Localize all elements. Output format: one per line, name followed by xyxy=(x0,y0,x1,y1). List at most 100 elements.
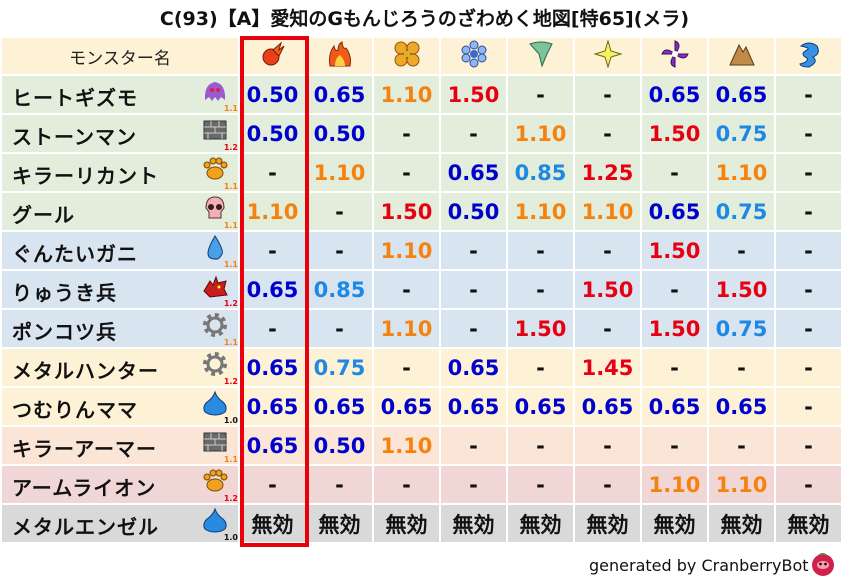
resistance-cell: - xyxy=(307,193,372,230)
resistance-value: - xyxy=(603,316,612,341)
resistance-value: - xyxy=(804,433,813,458)
type-multiplier: 1.0 xyxy=(223,416,238,425)
resistance-value: - xyxy=(469,433,478,458)
monster-name-cell: キラーアーマー 1.1 xyxy=(2,427,238,464)
resistance-value: 0.65 xyxy=(514,394,567,419)
resistance-cell: 0.65 xyxy=(709,388,774,425)
resistance-cell: 0.50 xyxy=(307,115,372,152)
resistance-value: 1.10 xyxy=(715,160,768,185)
resistance-cell: - xyxy=(575,76,640,113)
monster-name: ポンコツ兵 xyxy=(12,320,117,344)
resistance-cell: - xyxy=(709,349,774,386)
element-column-header xyxy=(709,38,774,74)
resistance-value: 1.10 xyxy=(380,433,433,458)
type-multiplier: 1.1 xyxy=(223,455,238,464)
resistance-value: 0.50 xyxy=(447,199,500,224)
resistance-cell: 無効 xyxy=(307,505,372,542)
element-column-header xyxy=(374,38,439,74)
resistance-cell: - xyxy=(307,232,372,269)
resistance-value: - xyxy=(536,355,545,380)
resistance-cell: - xyxy=(642,154,707,191)
slime-icon xyxy=(203,390,227,416)
resistance-cell: - xyxy=(508,427,573,464)
resistance-cell: 1.50 xyxy=(642,232,707,269)
monster-name: メタルハンター xyxy=(12,359,159,383)
monster-name-cell: ヒートギズモ 1.1 xyxy=(2,76,238,113)
resistance-cell: 1.10 xyxy=(240,193,305,230)
resistance-value: - xyxy=(603,121,612,146)
resistance-cell: 0.65 xyxy=(240,349,305,386)
monster-name-cell: ポンコツ兵 1.1 xyxy=(2,310,238,347)
resistance-cell: 1.10 xyxy=(709,154,774,191)
resistance-value: - xyxy=(603,238,612,263)
monster-name-cell: つむりんママ 1.0 xyxy=(2,388,238,425)
resistance-value: 1.50 xyxy=(648,121,701,146)
resistance-value: - xyxy=(804,121,813,146)
resistance-value: - xyxy=(402,277,411,302)
resistance-cell: 0.75 xyxy=(709,115,774,152)
resistance-cell: - xyxy=(441,427,506,464)
water-drop-icon xyxy=(207,235,223,260)
resistance-cell: 0.65 xyxy=(508,388,573,425)
resistance-value: 0.65 xyxy=(447,355,500,380)
resistance-cell: 無効 xyxy=(642,505,707,542)
resistance-cell: - xyxy=(240,232,305,269)
resistance-value: 1.50 xyxy=(715,277,768,302)
monster-name: メタルエンゼル xyxy=(12,515,159,539)
resistance-value: 0.65 xyxy=(648,82,701,107)
resistance-cell: 0.65 xyxy=(642,76,707,113)
slime-icon xyxy=(203,507,227,533)
resistance-cell: - xyxy=(240,466,305,503)
monster-name-cell: アームライオン 1.2 xyxy=(2,466,238,503)
jibaria-earth-icon xyxy=(728,43,755,66)
resistance-value: - xyxy=(670,277,679,302)
resistance-cell: 0.65 xyxy=(240,271,305,308)
resistance-value: 1.25 xyxy=(581,160,634,185)
resistance-value: 0.50 xyxy=(246,121,299,146)
resistance-cell: - xyxy=(642,349,707,386)
resistance-value: - xyxy=(804,160,813,185)
resistance-cell: - xyxy=(307,310,372,347)
resistance-value: - xyxy=(335,316,344,341)
resistance-cell: - xyxy=(441,271,506,308)
resistance-value: - xyxy=(402,355,411,380)
table-row: キラーリカント 1.1 - 1.10 - 0.65 0.85 1.25 - 1.10 - xyxy=(2,154,841,191)
table-row: グール 1.1 1.10 - 1.50 0.50 1.10 1.10 0.65 0.75 - xyxy=(2,193,841,230)
element-column-header xyxy=(307,38,372,74)
hyado-ice-icon xyxy=(461,40,486,68)
type-multiplier: 1.1 xyxy=(223,221,238,230)
resistance-value: 無効 xyxy=(385,512,428,537)
resistance-value: 無効 xyxy=(318,512,361,537)
resistance-cell: 1.10 xyxy=(642,466,707,503)
resistance-cell: 0.65 xyxy=(642,388,707,425)
resistance-value: - xyxy=(603,82,612,107)
resistance-cell: 1.50 xyxy=(642,310,707,347)
resistance-value: 1.50 xyxy=(447,82,500,107)
resistance-value: - xyxy=(536,472,545,497)
resistance-cell: 1.50 xyxy=(575,271,640,308)
type-multiplier: 1.2 xyxy=(223,299,238,308)
resistance-cell: 0.65 xyxy=(240,388,305,425)
resistance-value: - xyxy=(469,316,478,341)
resistance-cell: - xyxy=(575,115,640,152)
resistance-cell: 0.65 xyxy=(575,388,640,425)
resistance-value: - xyxy=(804,316,813,341)
resistance-cell: 無効 xyxy=(709,505,774,542)
resistance-value: 無効 xyxy=(720,512,763,537)
table-row: ぐんたいガニ 1.1 - - 1.10 - - - 1.50 - - xyxy=(2,232,841,269)
resistance-cell: - xyxy=(776,349,841,386)
resistance-cell: - xyxy=(240,154,305,191)
resistance-cell: 0.65 xyxy=(441,388,506,425)
resistance-value: 1.50 xyxy=(648,316,701,341)
type-multiplier: 1.1 xyxy=(223,182,238,191)
dein-lightning-icon xyxy=(592,39,623,69)
resistance-value: 0.75 xyxy=(715,199,768,224)
resistance-cell: - xyxy=(374,349,439,386)
resistance-value: 0.50 xyxy=(313,121,366,146)
doruma-dark-icon xyxy=(660,40,689,68)
resistance-value: - xyxy=(804,238,813,263)
resistance-cell: 1.10 xyxy=(508,193,573,230)
monster-name: キラーリカント xyxy=(12,164,159,188)
resistance-cell: 0.65 xyxy=(709,76,774,113)
resistance-cell: 0.65 xyxy=(441,154,506,191)
